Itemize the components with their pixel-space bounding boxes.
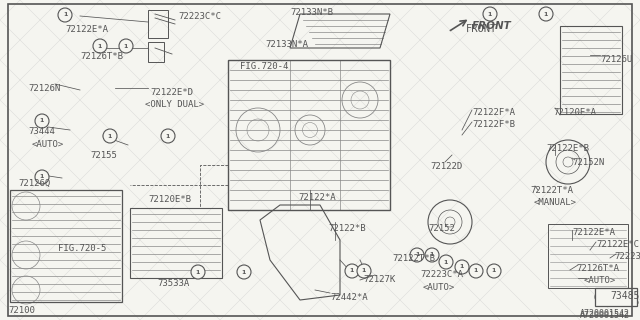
Circle shape	[357, 264, 371, 278]
Text: 72120E*A: 72120E*A	[553, 108, 596, 117]
Text: 72122D: 72122D	[430, 162, 462, 171]
Text: 72122T*A: 72122T*A	[530, 186, 573, 195]
Text: 73533A: 73533A	[157, 279, 189, 288]
Text: 1: 1	[460, 265, 464, 269]
Text: 72122F*B: 72122F*B	[472, 120, 515, 129]
Circle shape	[469, 264, 483, 278]
Circle shape	[487, 264, 501, 278]
Text: 72126N: 72126N	[28, 84, 60, 93]
Bar	[548, 224, 628, 288]
Text: 1: 1	[63, 12, 67, 18]
Text: 72100: 72100	[8, 306, 35, 315]
Text: 72223C*A: 72223C*A	[420, 270, 463, 279]
Circle shape	[237, 265, 251, 279]
Text: 72223C*C: 72223C*C	[178, 12, 221, 21]
Text: <AUTO>: <AUTO>	[32, 140, 64, 149]
Circle shape	[425, 248, 439, 262]
Text: A720001542: A720001542	[580, 311, 630, 320]
Text: 72126Q: 72126Q	[18, 179, 51, 188]
Text: 72122E*B: 72122E*B	[546, 144, 589, 153]
Text: 1: 1	[124, 44, 128, 49]
Bar	[148, 42, 164, 62]
Circle shape	[345, 264, 359, 278]
Text: 1: 1	[544, 12, 548, 17]
Text: FIG.720-4: FIG.720-4	[240, 62, 289, 71]
Text: 72122E*C: 72122E*C	[596, 240, 639, 249]
Circle shape	[103, 129, 117, 143]
Text: 1: 1	[108, 133, 112, 139]
Text: 72122*B: 72122*B	[328, 224, 365, 233]
Circle shape	[35, 170, 49, 184]
Text: 72122F*A: 72122F*A	[472, 108, 515, 117]
Text: 1: 1	[599, 294, 603, 300]
Circle shape	[410, 248, 424, 262]
Text: 72223C*B: 72223C*B	[614, 252, 640, 261]
Circle shape	[93, 39, 107, 53]
Bar	[560, 26, 622, 114]
Text: 1: 1	[350, 268, 354, 274]
Text: 72122*A: 72122*A	[298, 193, 335, 202]
Text: 72127K: 72127K	[363, 275, 396, 284]
Text: FRONT: FRONT	[472, 21, 512, 31]
Circle shape	[58, 8, 72, 22]
Text: 1: 1	[362, 268, 366, 274]
FancyBboxPatch shape	[595, 288, 637, 306]
Text: 72126U: 72126U	[600, 55, 632, 64]
Circle shape	[191, 265, 205, 279]
Text: 1: 1	[166, 133, 170, 139]
Text: 72122E*D: 72122E*D	[150, 88, 193, 97]
Text: 73485: 73485	[610, 291, 639, 301]
Text: 72152: 72152	[428, 224, 455, 233]
Bar	[10, 190, 122, 302]
Text: 72120E*B: 72120E*B	[148, 195, 191, 204]
Text: 72126T*B: 72126T*B	[80, 52, 123, 61]
Text: 1: 1	[40, 174, 44, 180]
Circle shape	[119, 39, 133, 53]
Text: <MANUAL>: <MANUAL>	[534, 198, 577, 207]
Text: 1: 1	[430, 252, 434, 258]
Text: 72155: 72155	[90, 151, 117, 160]
Text: 72133N*A: 72133N*A	[265, 40, 308, 49]
Bar	[130, 208, 222, 278]
Text: 1: 1	[488, 12, 492, 17]
Circle shape	[35, 114, 49, 128]
Text: 72442*A: 72442*A	[330, 293, 367, 302]
Circle shape	[595, 291, 607, 303]
Text: 1: 1	[415, 252, 419, 258]
Text: 1: 1	[474, 268, 478, 274]
Text: 1: 1	[196, 269, 200, 275]
Text: 1: 1	[492, 268, 496, 274]
Text: 1: 1	[40, 118, 44, 124]
Text: A720001542: A720001542	[580, 309, 630, 318]
Text: <AUTO>: <AUTO>	[423, 283, 455, 292]
Text: 72122T*B: 72122T*B	[392, 254, 435, 263]
Circle shape	[483, 7, 497, 21]
Text: 72122E*A: 72122E*A	[65, 25, 108, 34]
Text: FIG.720-5: FIG.720-5	[58, 244, 106, 253]
Text: 72133N*B: 72133N*B	[290, 8, 333, 17]
Text: 1: 1	[242, 269, 246, 275]
Text: <ONLY DUAL>: <ONLY DUAL>	[145, 100, 204, 109]
Text: 73485: 73485	[610, 297, 639, 307]
Text: 72152N: 72152N	[572, 158, 604, 167]
Bar	[228, 60, 390, 210]
Text: FRONT: FRONT	[466, 24, 497, 34]
Circle shape	[539, 7, 553, 21]
Bar	[148, 10, 168, 38]
Text: <AUTO>: <AUTO>	[584, 276, 616, 285]
Text: 1: 1	[444, 260, 448, 265]
Text: 1: 1	[98, 44, 102, 49]
Circle shape	[161, 129, 175, 143]
Circle shape	[439, 255, 453, 269]
Text: 73444: 73444	[28, 127, 55, 136]
Circle shape	[455, 260, 469, 274]
Text: 72126T*A: 72126T*A	[576, 264, 619, 273]
Text: 72122E*A: 72122E*A	[572, 228, 615, 237]
